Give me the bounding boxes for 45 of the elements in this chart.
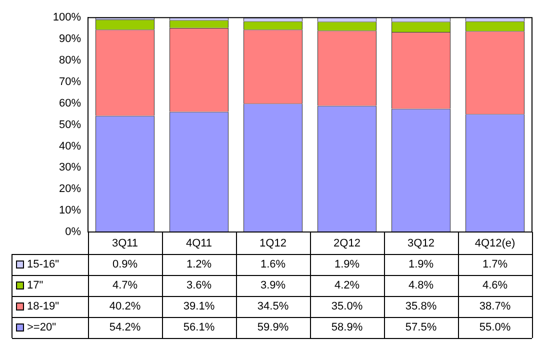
data-label: 40.2% — [109, 300, 141, 313]
x-tick-label: 2Q12 — [334, 238, 360, 250]
data-label: 4.6% — [482, 280, 508, 292]
legend-label: >=20" — [27, 322, 56, 334]
data-label: 34.5% — [257, 300, 289, 313]
data-label: 55.0% — [479, 322, 511, 334]
data-label: 35.8% — [405, 300, 437, 313]
x-tick-label: 4Q11 — [186, 238, 212, 250]
data-label: 3.9% — [260, 280, 286, 292]
data-label: 4.2% — [334, 280, 360, 292]
y-tick-label: 90% — [58, 33, 82, 46]
legend-label: 18-19" — [27, 300, 60, 313]
data-label: 35.0% — [331, 300, 363, 313]
data-label: 1.2% — [186, 258, 212, 271]
y-tick-label: 20% — [58, 183, 82, 196]
data-label: 4.8% — [408, 280, 434, 292]
data-label: 58.9% — [331, 322, 363, 334]
x-tick-label: 3Q11 — [112, 238, 138, 250]
y-tick-label: 80% — [58, 54, 82, 67]
y-tick-label: 30% — [58, 162, 82, 174]
data-label: 1.9% — [334, 258, 360, 271]
data-label: 57.5% — [405, 322, 437, 334]
data-label: 39.1% — [183, 300, 215, 313]
x-tick-label: 1Q12 — [260, 238, 286, 250]
x-tick-label: 3Q12 — [408, 238, 434, 250]
data-label: 3.6% — [186, 280, 212, 292]
x-tick-label: 4Q12(e) — [474, 238, 516, 250]
y-tick-label: 50% — [58, 118, 82, 131]
legend-label: 15-16" — [27, 258, 60, 271]
data-label: 4.7% — [112, 280, 138, 292]
y-tick-label: 70% — [58, 76, 82, 88]
data-label: 1.7% — [482, 258, 508, 271]
y-tick-label: 40% — [58, 140, 82, 152]
y-tick-label: 100% — [52, 12, 82, 24]
data-label: 59.9% — [257, 322, 289, 334]
legend-label: 17" — [27, 280, 44, 292]
data-label: 1.9% — [408, 258, 434, 271]
y-tick-label: 60% — [58, 97, 82, 110]
data-label: 1.6% — [260, 258, 286, 271]
y-tick-label: 10% — [58, 204, 82, 217]
data-label: 38.7% — [479, 300, 511, 313]
data-label: 0.9% — [112, 258, 138, 271]
data-label: 56.1% — [183, 322, 215, 334]
data-label: 54.2% — [109, 322, 141, 334]
y-tick-label: 0% — [65, 226, 82, 238]
